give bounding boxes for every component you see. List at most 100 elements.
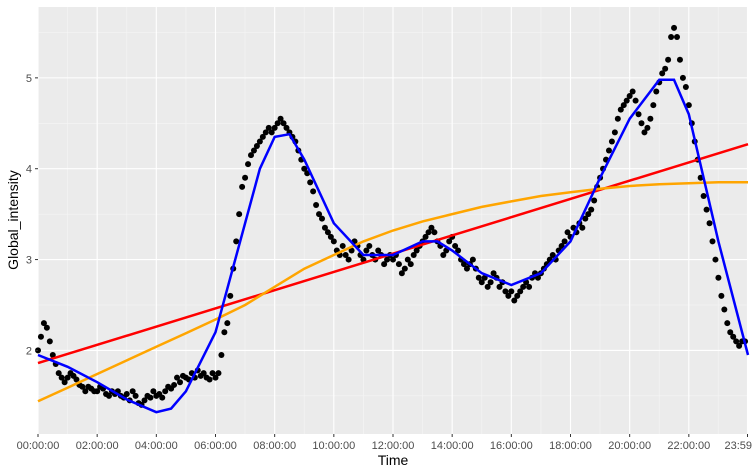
data-point [82, 388, 89, 395]
data-point [327, 233, 334, 240]
data-point [150, 388, 157, 395]
data-point [73, 376, 80, 383]
y-tick-label: 2 [26, 345, 32, 357]
data-point [215, 370, 222, 377]
data-point [703, 206, 710, 213]
data-point [321, 224, 328, 231]
data-point [638, 120, 645, 127]
data-point [659, 70, 666, 77]
data-point [307, 179, 314, 186]
data-point [526, 283, 533, 290]
data-point [132, 392, 139, 399]
data-point [212, 374, 219, 381]
data-point [37, 333, 44, 340]
data-point [514, 292, 521, 299]
data-point [508, 288, 515, 295]
data-point [724, 320, 731, 327]
data-point [475, 274, 482, 281]
data-point [271, 124, 278, 131]
data-point [342, 252, 349, 259]
data-point [280, 120, 287, 127]
data-point [233, 238, 240, 245]
data-point [330, 238, 337, 245]
data-point [221, 329, 228, 336]
data-point [310, 188, 317, 195]
x-tick-label: 08:00:00 [253, 440, 296, 452]
data-point [671, 24, 678, 31]
data-point [422, 233, 429, 240]
data-point [206, 376, 213, 383]
data-point [384, 256, 391, 263]
data-point [608, 138, 615, 145]
data-point [463, 265, 470, 272]
data-point [650, 102, 657, 109]
data-point [709, 238, 716, 245]
data-point [623, 97, 630, 104]
data-point [679, 74, 686, 81]
data-point [339, 242, 346, 249]
data-point [564, 229, 571, 236]
data-point [55, 370, 62, 377]
data-point [706, 220, 713, 227]
fit-line-2 [37, 181, 748, 403]
data-point [363, 247, 370, 254]
data-point [94, 388, 101, 395]
data-point [274, 120, 281, 127]
data-point [511, 297, 518, 304]
data-point [123, 391, 130, 398]
data-point [582, 215, 589, 222]
data-point [390, 256, 396, 263]
data-point [407, 261, 414, 268]
x-tick-label: 12:00:00 [372, 440, 415, 452]
fit-lines [37, 78, 750, 414]
x-tick-label: 04:00:00 [135, 440, 178, 452]
data-point [496, 283, 503, 290]
data-point [558, 242, 565, 249]
data-point [718, 292, 725, 299]
data-point [61, 379, 68, 386]
data-point [428, 224, 435, 231]
data-point [455, 247, 462, 254]
x-axis-title: Time [378, 452, 409, 468]
data-point [662, 65, 669, 72]
data-point [348, 247, 355, 254]
data-point [277, 115, 284, 122]
data-point [147, 394, 154, 401]
data-point [605, 147, 612, 154]
data-point [653, 88, 660, 95]
data-point [591, 197, 598, 204]
data-point [517, 288, 524, 295]
data-point [248, 152, 254, 159]
fit-line-3 [37, 78, 750, 414]
data-point [141, 397, 148, 404]
data-point [236, 211, 243, 218]
data-point [259, 133, 266, 140]
data-point [635, 111, 642, 118]
data-point [46, 338, 53, 345]
data-point [401, 265, 408, 272]
data-point [674, 33, 680, 40]
data-point [253, 143, 260, 150]
data-point [256, 138, 263, 145]
data-point [629, 88, 636, 95]
data-point [487, 279, 494, 286]
grid-major [37, 7, 749, 434]
data-point [647, 115, 654, 122]
data-point [159, 394, 166, 401]
data-point [561, 238, 568, 245]
data-point [715, 274, 722, 281]
x-axis: 00:00:00 02:00:00 04:00:00 06:00:00 08:00:00… [17, 434, 752, 452]
data-point [262, 129, 269, 136]
data-point [227, 292, 234, 299]
data-point [484, 283, 491, 290]
data-point [200, 370, 207, 377]
data-point [174, 374, 181, 381]
data-point [588, 206, 595, 213]
data-point [58, 374, 65, 381]
data-point [469, 256, 476, 263]
data-point [665, 56, 672, 63]
data-point [425, 229, 432, 236]
data-point [242, 174, 249, 181]
data-point [79, 383, 86, 390]
